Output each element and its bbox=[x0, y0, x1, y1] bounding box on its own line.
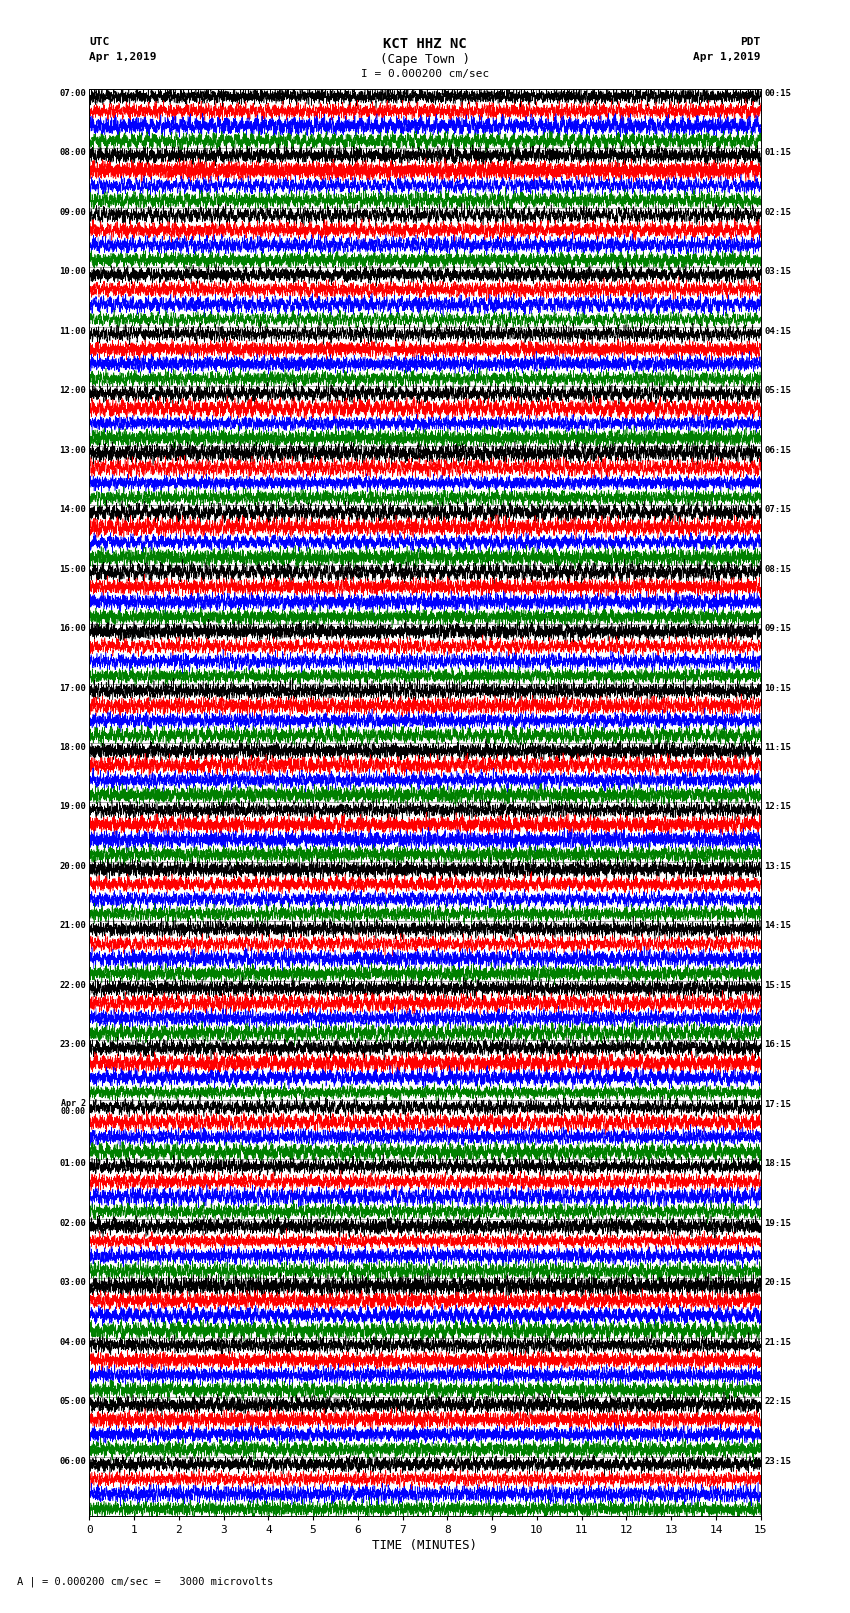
Text: 02:00: 02:00 bbox=[59, 1219, 86, 1227]
Text: 08:00: 08:00 bbox=[59, 148, 86, 156]
Text: Apr 1,2019: Apr 1,2019 bbox=[89, 52, 156, 61]
Text: 18:15: 18:15 bbox=[764, 1160, 791, 1168]
Text: 10:15: 10:15 bbox=[764, 684, 791, 692]
Text: 03:00: 03:00 bbox=[59, 1277, 86, 1287]
Text: 12:15: 12:15 bbox=[764, 803, 791, 811]
Text: 13:15: 13:15 bbox=[764, 861, 791, 871]
Text: 21:00: 21:00 bbox=[59, 921, 86, 931]
Text: A | = 0.000200 cm/sec =   3000 microvolts: A | = 0.000200 cm/sec = 3000 microvolts bbox=[17, 1576, 273, 1587]
Text: 06:15: 06:15 bbox=[764, 445, 791, 455]
Text: 22:15: 22:15 bbox=[764, 1397, 791, 1407]
Text: 21:15: 21:15 bbox=[764, 1337, 791, 1347]
Text: 02:15: 02:15 bbox=[764, 208, 791, 216]
Text: Apr 2: Apr 2 bbox=[61, 1100, 86, 1108]
Text: 07:00: 07:00 bbox=[59, 89, 86, 98]
Text: 22:00: 22:00 bbox=[59, 981, 86, 990]
Text: 01:00: 01:00 bbox=[59, 1160, 86, 1168]
Text: 00:15: 00:15 bbox=[764, 89, 791, 98]
Text: 15:15: 15:15 bbox=[764, 981, 791, 990]
Text: 14:15: 14:15 bbox=[764, 921, 791, 931]
Text: 19:15: 19:15 bbox=[764, 1219, 791, 1227]
Text: 23:15: 23:15 bbox=[764, 1457, 791, 1466]
Text: 19:00: 19:00 bbox=[59, 803, 86, 811]
Text: 13:00: 13:00 bbox=[59, 445, 86, 455]
Text: 07:15: 07:15 bbox=[764, 505, 791, 515]
Text: 20:00: 20:00 bbox=[59, 861, 86, 871]
Text: 06:00: 06:00 bbox=[59, 1457, 86, 1466]
X-axis label: TIME (MINUTES): TIME (MINUTES) bbox=[372, 1539, 478, 1552]
Text: 05:15: 05:15 bbox=[764, 386, 791, 395]
Text: 15:00: 15:00 bbox=[59, 565, 86, 574]
Text: 23:00: 23:00 bbox=[59, 1040, 86, 1050]
Text: 11:15: 11:15 bbox=[764, 744, 791, 752]
Text: 17:15: 17:15 bbox=[764, 1100, 791, 1108]
Text: 14:00: 14:00 bbox=[59, 505, 86, 515]
Text: 05:00: 05:00 bbox=[59, 1397, 86, 1407]
Text: Apr 1,2019: Apr 1,2019 bbox=[694, 52, 761, 61]
Text: (Cape Town ): (Cape Town ) bbox=[380, 53, 470, 66]
Text: PDT: PDT bbox=[740, 37, 761, 47]
Text: 12:00: 12:00 bbox=[59, 386, 86, 395]
Text: 20:15: 20:15 bbox=[764, 1277, 791, 1287]
Text: I = 0.000200 cm/sec: I = 0.000200 cm/sec bbox=[361, 69, 489, 79]
Text: 10:00: 10:00 bbox=[59, 268, 86, 276]
Text: 17:00: 17:00 bbox=[59, 684, 86, 692]
Text: KCT HHZ NC: KCT HHZ NC bbox=[383, 37, 467, 52]
Text: 09:15: 09:15 bbox=[764, 624, 791, 632]
Text: 00:00: 00:00 bbox=[61, 1107, 86, 1116]
Text: 04:15: 04:15 bbox=[764, 326, 791, 336]
Text: 03:15: 03:15 bbox=[764, 268, 791, 276]
Text: UTC: UTC bbox=[89, 37, 110, 47]
Text: 01:15: 01:15 bbox=[764, 148, 791, 156]
Text: 18:00: 18:00 bbox=[59, 744, 86, 752]
Text: 09:00: 09:00 bbox=[59, 208, 86, 216]
Text: 16:15: 16:15 bbox=[764, 1040, 791, 1050]
Text: 16:00: 16:00 bbox=[59, 624, 86, 632]
Text: 04:00: 04:00 bbox=[59, 1337, 86, 1347]
Text: 11:00: 11:00 bbox=[59, 326, 86, 336]
Text: 08:15: 08:15 bbox=[764, 565, 791, 574]
